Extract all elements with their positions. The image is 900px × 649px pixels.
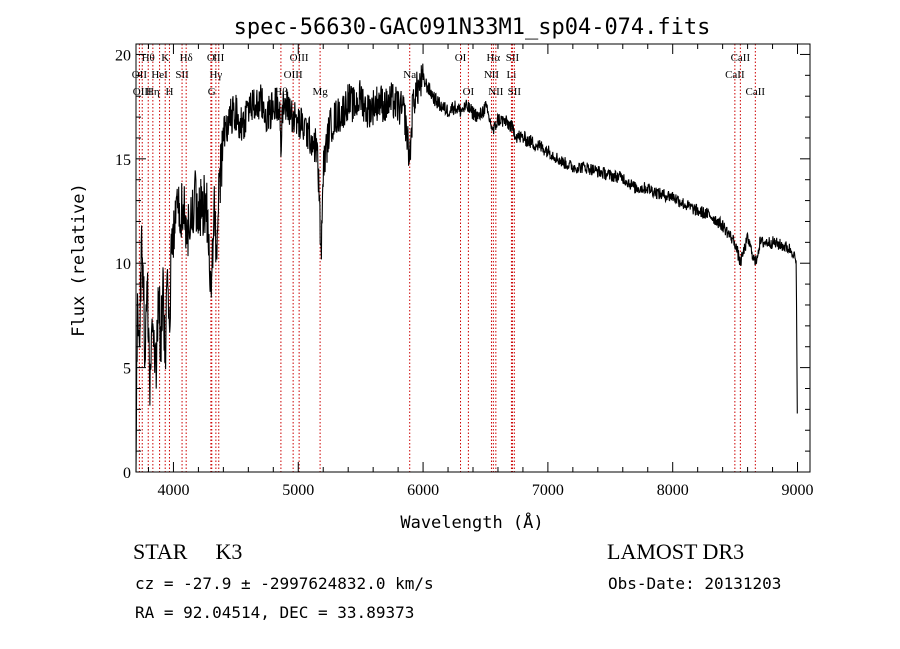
line-marker-label: Mg xyxy=(312,86,328,98)
object-class: STAR xyxy=(133,539,188,564)
x-tick-label: 8000 xyxy=(657,482,689,499)
y-tick-label: 10 xyxy=(115,256,131,273)
survey-label: LAMOST DR3 xyxy=(607,539,745,564)
redshift-line: cz = -27.9 ± -2997624832.0 km/s xyxy=(135,574,434,593)
line-marker-label: OI xyxy=(455,52,467,64)
line-marker-label: Hα xyxy=(486,52,500,64)
x-tick-label: 6000 xyxy=(407,482,439,499)
line-marker-label: OIII xyxy=(133,86,152,98)
line-marker-label: Hδ xyxy=(180,52,193,64)
line-marker-label: Li xyxy=(507,69,517,81)
line-marker-label: OIII xyxy=(284,69,303,81)
axes: 4000 5000 6000 7000 8000 9000 0 5 10 15 20 xyxy=(115,44,814,499)
line-marker-label: NII xyxy=(488,86,504,98)
line-marker-label: O xyxy=(207,52,215,64)
line-marker-label: III xyxy=(213,52,224,64)
line-marker-label: SII xyxy=(175,69,189,81)
object-class-label: STAR K3 xyxy=(133,539,242,565)
line-marker-label: Hβ xyxy=(274,86,288,98)
coordinates-line: RA = 92.04514, DEC = 33.89373 xyxy=(135,603,415,622)
spectrum-layer xyxy=(135,63,798,473)
x-tick-label: 5000 xyxy=(282,482,314,499)
line-marker-label: CaII xyxy=(746,86,766,98)
y-tick-label: 5 xyxy=(123,361,131,378)
line-marker-label: OIII xyxy=(290,52,309,64)
x-tick-label: 4000 xyxy=(157,482,189,499)
line-marker-label: Hη xyxy=(146,86,160,98)
line-marker-label: SII xyxy=(508,86,522,98)
x-tick-label: 9000 xyxy=(782,482,814,499)
obs-date: Obs-Date: 20131203 xyxy=(608,574,782,593)
subclass: K3 xyxy=(215,539,243,564)
line-marker-label: CaII xyxy=(731,52,751,64)
line-marker-label: SII xyxy=(506,52,520,64)
line-marker-label: HeI xyxy=(151,69,168,81)
y-tick-label: 20 xyxy=(115,47,131,64)
line-marker-label: NII xyxy=(484,69,500,81)
line-marker-label: G xyxy=(208,86,216,98)
line-marker-label: CaII xyxy=(725,69,745,81)
line-marker-label: OI xyxy=(463,86,475,98)
x-tick-label: 7000 xyxy=(532,482,564,499)
y-tick-label: 0 xyxy=(123,465,131,482)
line-marker-label: H xyxy=(165,86,173,98)
chart-title: spec-56630-GAC091N33M1_sp04-074.fits xyxy=(234,15,711,40)
line-marker-label: Na xyxy=(403,69,416,81)
y-axis-label: Flux (relative) xyxy=(69,183,89,337)
y-tick-label: 15 xyxy=(115,152,131,169)
line-marker-label: K xyxy=(161,52,169,64)
spectrum-line xyxy=(135,63,798,473)
line-marker-label: Hθ xyxy=(142,52,155,64)
x-axis-label: Wavelength (Å) xyxy=(400,511,543,533)
